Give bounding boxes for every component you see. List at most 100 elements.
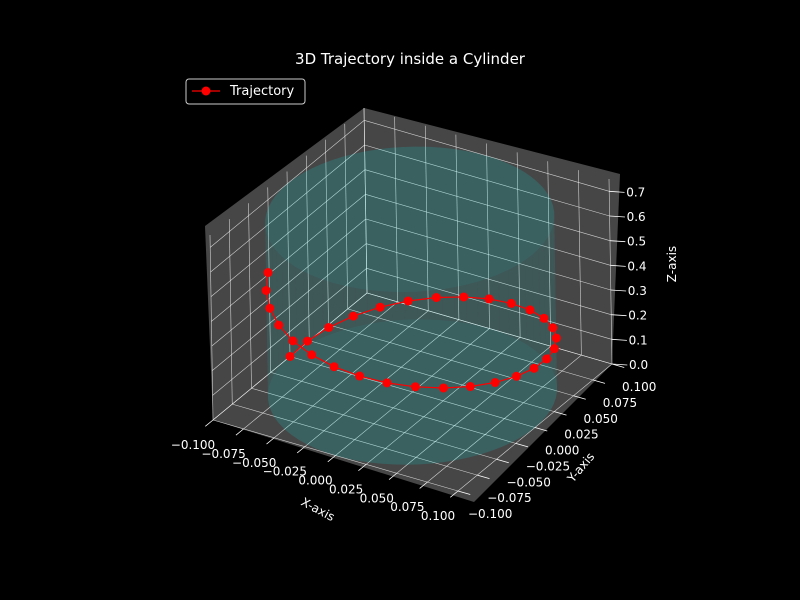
cylinder-surface-patch bbox=[416, 290, 433, 465]
z-tick-mark bbox=[611, 314, 627, 317]
left-pane-gridline-vertical bbox=[344, 123, 349, 309]
right-pane-gridline-vertical bbox=[455, 134, 460, 320]
floor-gridline-y bbox=[328, 324, 574, 397]
cylinder-surface-patch bbox=[515, 167, 527, 345]
cylinder-surface-patch bbox=[268, 239, 275, 418]
right-pane-gridline-horizontal bbox=[365, 218, 611, 291]
z-tick-label: 0.5 bbox=[627, 235, 646, 249]
floor-pane bbox=[213, 293, 612, 502]
y-tick-mark bbox=[554, 411, 567, 416]
z-tick-mark bbox=[611, 363, 628, 366]
cylinder-surface-patch bbox=[402, 146, 418, 320]
z-tick-mark bbox=[610, 264, 626, 267]
left-pane-gridline-vertical bbox=[305, 155, 310, 341]
y-tick-label: 0.000 bbox=[545, 444, 579, 458]
cylinder-surface-patch bbox=[454, 284, 469, 461]
cylinder-surface-patch bbox=[391, 291, 408, 465]
trajectory-point bbox=[529, 363, 539, 373]
chart-title: 3D Trajectory inside a Cylinder bbox=[295, 50, 526, 68]
trajectory-point bbox=[261, 286, 271, 296]
trajectory-point bbox=[324, 322, 334, 332]
x-tick-mark bbox=[450, 490, 459, 498]
cylinder-surface-patch bbox=[365, 149, 381, 324]
trajectory-point bbox=[490, 378, 500, 388]
trajectory-point bbox=[348, 311, 358, 321]
cylinder-surface-patch bbox=[441, 287, 457, 463]
z-tick-label: 0.1 bbox=[629, 333, 648, 347]
trajectory-point bbox=[274, 320, 284, 330]
cylinder-surface-patch bbox=[268, 201, 275, 381]
y-tick-label: 0.050 bbox=[584, 412, 618, 426]
cylinder-surface-patch bbox=[551, 224, 557, 404]
cylinder-surface-patch bbox=[281, 256, 291, 435]
z-tick-mark bbox=[611, 338, 627, 341]
cylinder-surface-patch bbox=[523, 171, 535, 350]
x-axis-ticks: −0.100−0.075−0.050−0.0250.0000.0250.0500… bbox=[171, 419, 459, 523]
cylinder-surface-patch bbox=[506, 162, 519, 340]
y-tick-mark bbox=[611, 363, 625, 368]
left-pane-gridline-horizontal bbox=[210, 144, 365, 273]
x-tick-mark bbox=[235, 428, 244, 436]
cylinder-surface-patch bbox=[295, 266, 307, 445]
y-tick-label: −0.075 bbox=[487, 491, 531, 505]
cylinder-surface-patch bbox=[377, 147, 393, 322]
cylinder-surface-patch bbox=[429, 289, 445, 464]
x-tick-mark bbox=[266, 437, 275, 445]
right-pane-gridline-vertical bbox=[394, 116, 398, 302]
z-tick-label: 0.2 bbox=[628, 309, 647, 323]
z-tick-label: 0.4 bbox=[627, 259, 646, 273]
trajectory-point bbox=[410, 382, 420, 392]
cylinder-surface-patch bbox=[452, 148, 468, 324]
y-tick-mark bbox=[534, 427, 548, 432]
cylinder-surface-patch bbox=[331, 156, 345, 333]
right-pane-gridline-horizontal bbox=[364, 144, 610, 217]
x-tick-mark bbox=[358, 464, 367, 472]
cylinder-surface-patch bbox=[332, 282, 347, 459]
trajectory-point bbox=[382, 378, 392, 388]
trajectory-point bbox=[355, 371, 365, 381]
y-tick-mark bbox=[592, 379, 606, 384]
trajectory-point bbox=[539, 313, 549, 323]
right-pane-gridline-horizontal bbox=[364, 169, 611, 241]
cylinder-bottom-disc bbox=[267, 319, 558, 465]
trajectory-point bbox=[542, 354, 552, 364]
x-tick-label: 0.050 bbox=[360, 491, 394, 505]
grid-lines bbox=[209, 107, 613, 492]
left-pane-gridline-vertical bbox=[286, 171, 291, 357]
y-tick-label: 0.025 bbox=[564, 428, 598, 442]
cylinder-surface-patch bbox=[271, 245, 280, 424]
cylinder-surface-patch bbox=[532, 249, 542, 428]
cylinder-surface-patch bbox=[488, 274, 502, 452]
cylinder-surface-patch bbox=[276, 250, 285, 430]
right-pane-gridline-vertical bbox=[424, 125, 429, 311]
x-tick-mark bbox=[205, 419, 214, 427]
cylinder-surface-patch bbox=[312, 275, 326, 453]
cylinder-surface-patch bbox=[342, 153, 357, 330]
cylinder-surface bbox=[265, 146, 558, 465]
cylinder-surface-patch bbox=[427, 146, 443, 321]
left-pane-gridline-vertical bbox=[267, 187, 272, 373]
trajectory-point bbox=[549, 344, 559, 354]
legend-marker-swatch bbox=[201, 86, 211, 96]
left-pane-gridline-horizontal bbox=[210, 120, 365, 248]
trajectory-point bbox=[263, 268, 273, 278]
cylinder-surface-patch bbox=[543, 187, 551, 367]
cylinder-surface-patch bbox=[415, 146, 431, 320]
floor-pane-face bbox=[213, 293, 612, 502]
x-axis-label: X-axis bbox=[299, 495, 337, 524]
x-tick-mark bbox=[296, 446, 306, 454]
y-tick-label: −0.025 bbox=[526, 459, 570, 473]
trajectory-point bbox=[525, 305, 535, 315]
z-tick-mark bbox=[610, 289, 627, 292]
cylinder-surface-patch bbox=[311, 164, 324, 342]
trajectory-point bbox=[484, 294, 494, 304]
trajectory-point bbox=[265, 303, 275, 313]
right-pane-gridline-horizontal bbox=[366, 243, 612, 315]
x-tick-label: −0.075 bbox=[201, 447, 245, 461]
x-tick-mark bbox=[327, 455, 336, 463]
left-pane-gridline-horizontal bbox=[212, 243, 367, 371]
left-pane-gridline-horizontal bbox=[211, 194, 366, 322]
cylinder-surface-patch bbox=[280, 183, 290, 363]
